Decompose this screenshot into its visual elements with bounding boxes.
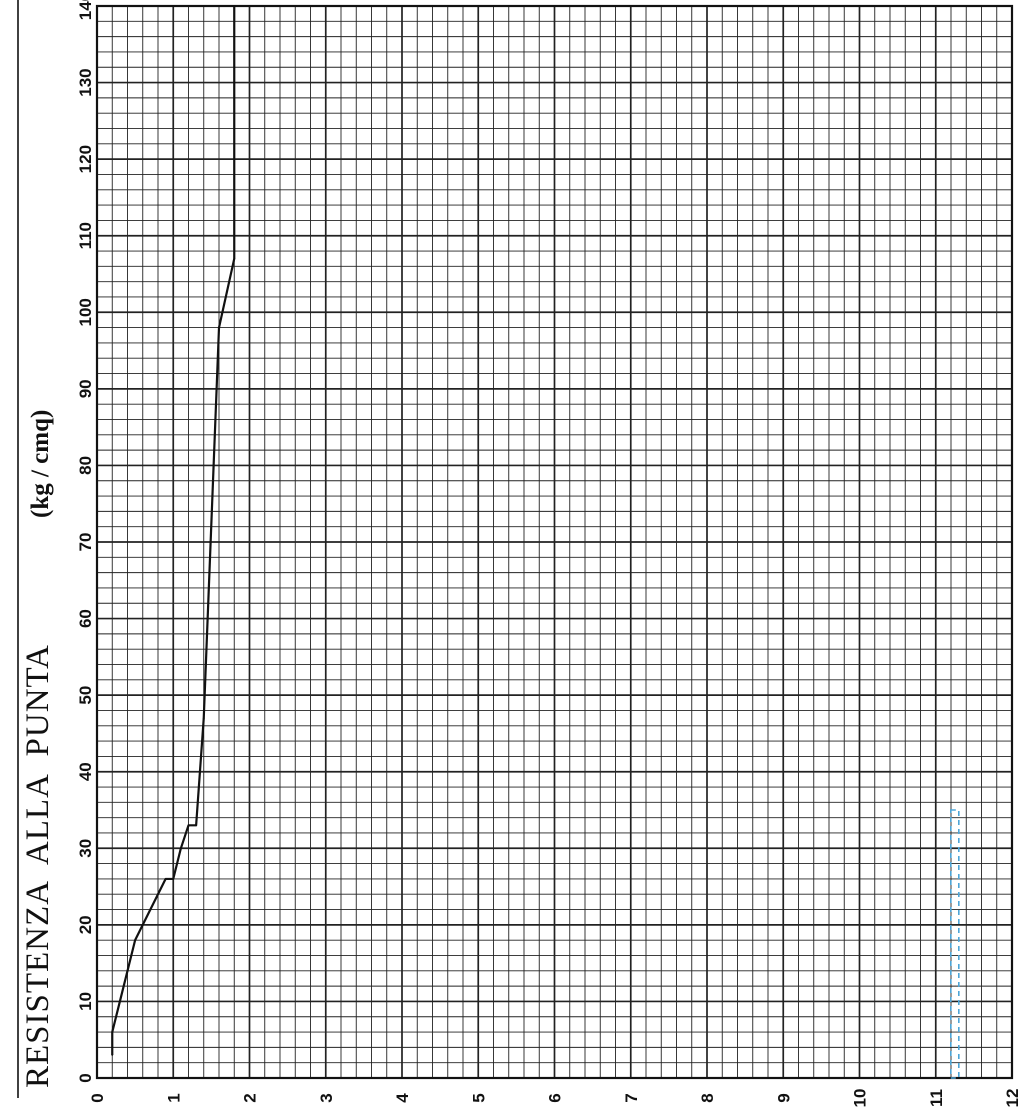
y-tick-label: 50 <box>76 686 95 705</box>
y-tick-label: 90 <box>76 379 95 398</box>
marker-layer <box>950 809 960 1079</box>
x-tick-label: 3 <box>317 1093 336 1102</box>
series-line-0 <box>111 6 236 1056</box>
x-tick-label: 12 <box>1003 1089 1022 1108</box>
y-tick-label: 120 <box>76 145 95 173</box>
x-tick-label: 11 <box>927 1089 946 1107</box>
x-tick-labels: 0 1 2 3 4 5 6 7 8 9 10 11 12 <box>88 1089 1022 1108</box>
x-tick-label: 8 <box>698 1093 717 1102</box>
y-axis-title: RESISTENZA ALLA PUNTA <box>20 644 56 1088</box>
data-point <box>218 326 220 329</box>
y-tick-label: 80 <box>76 456 95 475</box>
data-point <box>118 1000 121 1003</box>
data-point <box>111 1031 114 1033</box>
y-axis-unit: (kg / cmq) <box>27 410 54 518</box>
x-tick-label: 2 <box>241 1093 260 1102</box>
data-point <box>179 847 182 850</box>
data-point <box>233 5 236 7</box>
data-point <box>134 939 137 942</box>
y-tick-label: 40 <box>76 762 95 781</box>
x-tick-label: 10 <box>851 1089 870 1108</box>
data-point <box>172 878 175 880</box>
y-tick-label: 110 <box>76 222 95 249</box>
x-tick-label: 1 <box>164 1093 183 1102</box>
data-point <box>233 257 236 260</box>
x-tick-label: 7 <box>622 1093 641 1102</box>
data-point <box>149 908 152 911</box>
x-tick-label: 5 <box>469 1093 488 1102</box>
y-tick-label: 70 <box>76 533 95 552</box>
x-tick-label: 6 <box>546 1093 565 1102</box>
y-tick-label: 20 <box>76 915 95 934</box>
plot-border <box>95 4 1014 1080</box>
series-layer <box>111 5 236 1056</box>
data-point <box>195 824 198 827</box>
x-tick-label: 0 <box>88 1093 107 1102</box>
x-tick-label: 9 <box>774 1093 793 1102</box>
data-point <box>187 824 190 827</box>
y-tick-label: 100 <box>76 298 95 326</box>
y-tick-label: 130 <box>76 68 95 96</box>
y-tick-label: 30 <box>76 839 95 858</box>
y-tick-labels: 0 10 20 30 40 50 60 70 80 90 100 110 120 130 140 <box>76 0 95 1083</box>
water-level-marker <box>950 809 960 1079</box>
y-axis-title-group: RESISTENZA ALLA PUNTA (kg / cmq) <box>17 0 56 1098</box>
y-tick-label: 60 <box>76 609 95 628</box>
plot-frame <box>95 4 1014 1080</box>
data-point <box>164 878 167 880</box>
x-tick-label: 4 <box>393 1093 412 1103</box>
y-tick-label: 0 <box>76 1073 95 1082</box>
data-point <box>111 1054 114 1056</box>
y-tick-label: 140 <box>76 0 95 20</box>
data-point <box>202 717 205 720</box>
y-tick-label: 10 <box>76 992 95 1011</box>
